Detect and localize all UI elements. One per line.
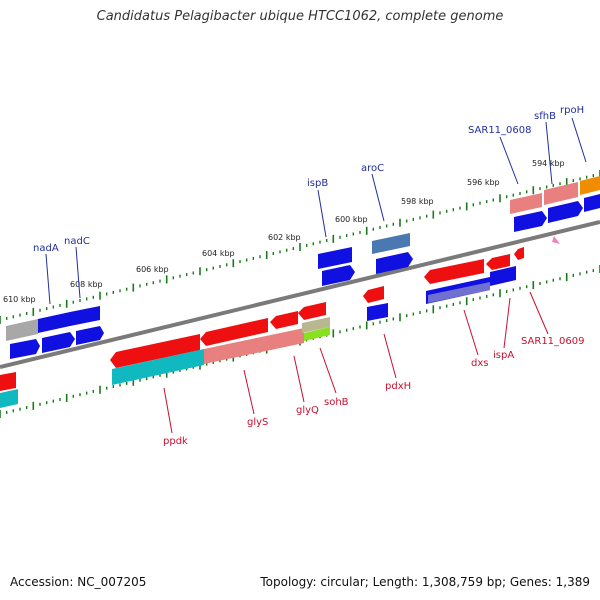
gene-ispB (318, 247, 352, 269)
gene-blue-fwd (76, 326, 104, 345)
gene-label-pdxH: pdxH (385, 381, 411, 392)
leader-line (371, 173, 385, 222)
kbp-label: 608 kbp (70, 280, 103, 289)
kbp-label: 610 kbp (3, 295, 36, 304)
gene-pdxH (363, 286, 384, 303)
gene-blue-edge (584, 194, 600, 212)
gene-ppdk-red (110, 334, 200, 368)
gene-sfhB (544, 182, 578, 205)
gene-blue-fwd (548, 201, 583, 223)
kbp-label: 598 kbp (401, 197, 434, 206)
gene-rpoH (580, 176, 600, 195)
gene-glyS-pink (204, 328, 304, 364)
gene-blue-small (490, 266, 516, 286)
gene-red-edge (0, 372, 16, 391)
gene-pink-marker (552, 236, 560, 244)
gene-label-dxs: dxs (471, 358, 488, 369)
gene-glyQ-red (270, 311, 298, 329)
kbp-label: 604 kbp (202, 249, 235, 258)
leader-line (243, 369, 255, 415)
gene-aroC (372, 233, 410, 254)
gene-blue-fwd (322, 265, 355, 286)
kbp-label: 600 kbp (335, 215, 368, 224)
gene-dxs (424, 259, 484, 284)
gene-sohB-green (304, 327, 330, 341)
gene-label-SAR11_0609: SAR11_0609 (521, 336, 585, 347)
leader-line (503, 297, 511, 349)
kbp-label: 606 kbp (136, 265, 169, 274)
leader-line (545, 121, 553, 185)
gene-label-nadC: nadC (64, 236, 90, 247)
kbp-label: 602 kbp (268, 233, 301, 242)
gene-label-aroC: aroC (361, 163, 384, 174)
gene-label-ispA: ispA (493, 350, 514, 361)
gene-SAR11_0609 (514, 247, 524, 260)
leader-line (293, 355, 305, 403)
gene-blue-fwd (10, 339, 40, 359)
gene-sohB-tan (302, 317, 330, 333)
leader-line (75, 246, 81, 299)
kbp-label: 596 kbp (467, 178, 500, 187)
gene-blue-fwd (514, 211, 547, 232)
gene-labels: nadA nadC ispB aroC SAR11_0608 sfhB rpoH… (33, 105, 585, 447)
gene-label-glyQ: glyQ (296, 405, 319, 416)
gene-label-glyS: glyS (247, 417, 268, 428)
gene-label-ppdk: ppdk (163, 436, 188, 447)
genome-summary-text: Topology: circular; Length: 1,308,759 bp… (260, 575, 590, 589)
gene-glyS-red (200, 318, 268, 346)
gene-label-rpoH: rpoH (560, 105, 584, 116)
gene-cyan-edge (0, 389, 18, 408)
leader-line (499, 136, 519, 185)
gene-red-small (298, 302, 326, 320)
gene-features (0, 176, 600, 408)
kbp-labels: 610 kbp 608 kbp 606 kbp 604 kbp 602 kbp … (3, 159, 565, 304)
label-lines (45, 117, 587, 434)
leader-line (163, 387, 173, 434)
leader-line (383, 333, 397, 379)
leader-line (529, 291, 549, 335)
gene-SAR11_0608 (510, 193, 542, 214)
genome-title: Candidatus Pelagibacter ubique HTCC1062,… (96, 9, 504, 24)
leader-line (571, 117, 587, 163)
gene-label-ispB: ispB (307, 178, 328, 189)
leader-line (319, 347, 337, 394)
gene-label-sfhB: sfhB (534, 111, 556, 122)
gene-gray (6, 319, 38, 341)
kbp-label: 594 kbp (532, 159, 565, 168)
gene-blue-fwd (42, 332, 75, 353)
gene-label-sohB: sohB (324, 397, 349, 408)
outer-tick-track (0, 170, 600, 324)
backbone-line (0, 220, 600, 369)
gene-nadA (38, 312, 74, 333)
leader-line (317, 189, 327, 238)
gene-nadC (70, 306, 100, 326)
leader-line (463, 309, 479, 356)
gene-label-SAR11_0608: SAR11_0608 (468, 125, 532, 136)
gene-purple (428, 282, 490, 303)
gene-blue-small (367, 303, 388, 321)
accession-text: Accession: NC_007205 (10, 575, 147, 589)
gene-red-small (486, 254, 510, 270)
leader-line (45, 253, 51, 305)
gene-label-nadA: nadA (33, 243, 59, 254)
gene-ppdk-cyan (112, 349, 204, 385)
gene-blue-fwd (376, 252, 413, 274)
